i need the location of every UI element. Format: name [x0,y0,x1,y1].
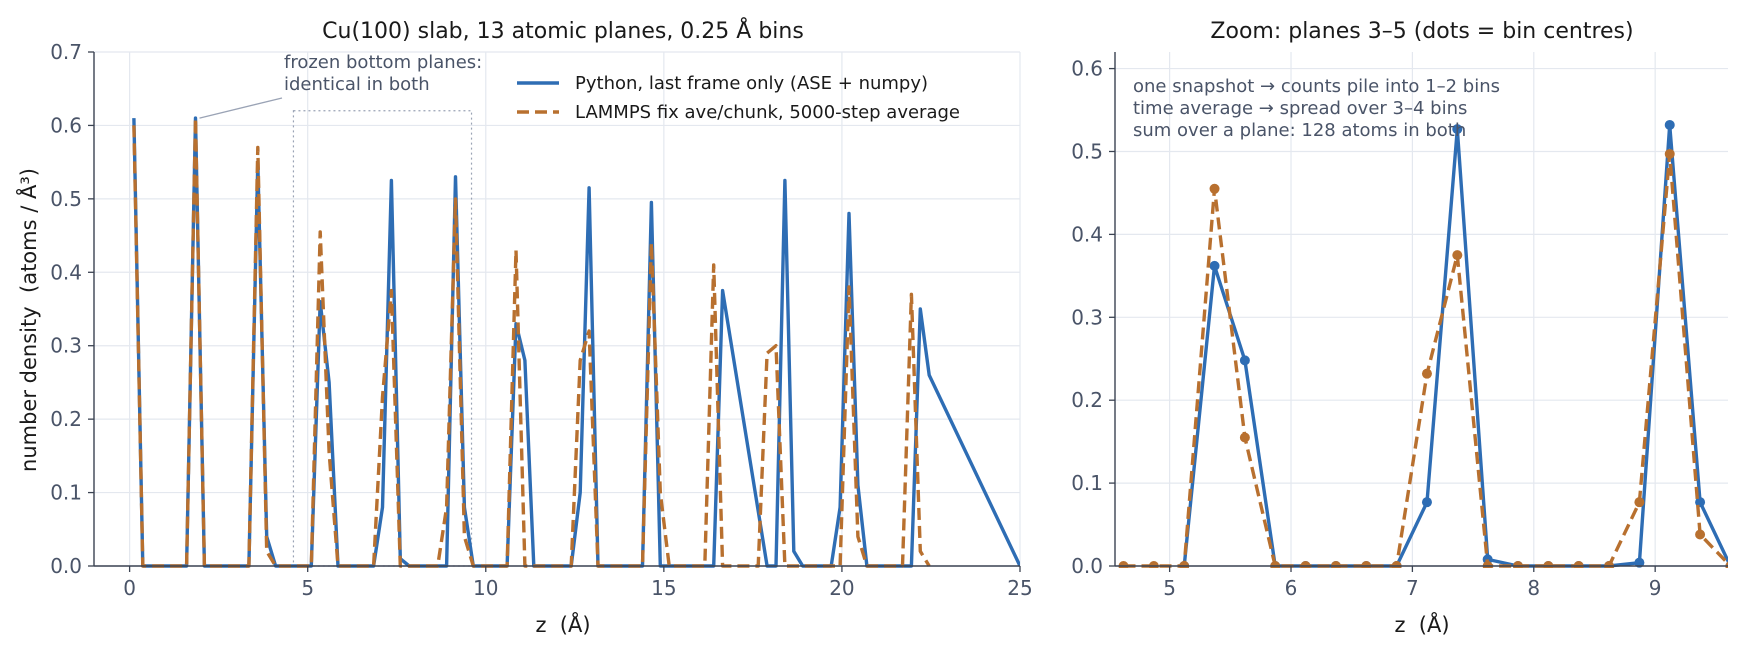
x-tick-label: 10 [473,576,498,600]
y-tick-label: 0.1 [50,481,82,505]
x-tick-labels: 0 5 10 15 20 25 [123,576,1032,600]
axes [1109,52,1728,572]
x-tick-label: 0 [123,576,136,600]
x-tick-label: 25 [1007,576,1032,600]
y-tick-label: 0.3 [1071,305,1103,329]
axes [88,51,1021,572]
y-tick-label: 0.1 [1071,471,1103,495]
chart-title: Cu(100) slab, 13 atomic planes, 0.25 Å b… [322,17,804,44]
x-tick-label: 6 [1285,576,1298,600]
x-axis-label: z (Å) [535,611,590,637]
lammps-data-point [1695,529,1706,540]
y-tick-label: 0.5 [50,187,82,211]
lammps-data-point [1209,183,1220,194]
y-tick-label: 0.4 [1071,222,1103,246]
y-tick-labels: 0.0 0.1 0.2 0.3 0.4 0.5 0.6 0.7 [50,40,82,578]
y-tick-label: 0.5 [1071,139,1103,163]
lammps-data-point [1421,368,1432,379]
lammps-data-point [1664,148,1675,159]
x-tick-label: 7 [1406,576,1419,600]
python-data-point [1209,260,1220,271]
annotation-text-line-1: frozen bottom planes: [284,52,482,73]
y-tick-label: 0.6 [1071,57,1103,81]
x-tick-label: 5 [1163,576,1176,600]
frozen-planes-annotation: frozen bottom planes: identical in both [199,52,482,119]
zoom-box-rect [292,110,473,567]
lammps-data-point [1634,497,1645,508]
y-tick-label: 0.2 [50,407,82,431]
python-data-point [1239,355,1250,366]
annotation-text-line-2: identical in both [284,74,430,95]
lammps-data-point [1452,250,1463,261]
grid-lines [1115,52,1728,567]
y-tick-label: 0.2 [1071,388,1103,412]
x-tick-label: 15 [651,576,676,600]
y-tick-label: 0.0 [50,554,82,578]
y-tick-label: 0.6 [50,113,82,137]
chart-title: Zoom: planes 3–5 (dots = bin centres) [1210,19,1633,44]
main-density-chart: Cu(100) slab, 13 atomic planes, 0.25 Å b… [15,17,1033,637]
x-tick-labels: 5 6 7 8 9 [1163,576,1661,600]
zoom-region-box [292,110,473,567]
note-line-3: sum over a plane: 128 atoms in both [1133,120,1466,141]
python-data-point [1421,497,1432,508]
y-tick-label: 0.3 [50,334,82,358]
python-data-point [1664,119,1675,130]
x-tick-label: 9 [1649,576,1662,600]
note-line-1: one snapshot → counts pile into 1–2 bins [1133,76,1500,97]
x-tick-label: 5 [301,576,314,600]
python-data-point [1695,497,1706,508]
y-tick-labels: 0.0 0.1 0.2 0.3 0.4 0.5 0.6 [1071,57,1103,578]
legend-label-python: Python, last frame only (ASE + numpy) [575,73,928,94]
x-axis-label: z (Å) [1394,611,1449,637]
y-tick-label: 0.0 [1071,554,1103,578]
annotation-pointer-line [199,97,283,119]
y-axis-label: number density (atoms / Å³) [15,168,41,472]
y-tick-label: 0.7 [50,40,82,64]
zoom-density-chart: Zoom: planes 3–5 (dots = bin centres) 5 6… [1071,19,1728,637]
x-tick-label: 20 [829,576,854,600]
legend-label-lammps: LAMMPS fix ave/chunk, 5000-step average [575,102,960,123]
python-data-point [1452,124,1463,135]
series-group [1118,119,1728,568]
lammps-data-point [1239,432,1250,443]
explanatory-notes: one snapshot → counts pile into 1–2 bins… [1133,76,1500,141]
python-data-point [1634,557,1645,568]
y-tick-label: 0.4 [50,260,82,284]
x-tick-label: 8 [1527,576,1540,600]
note-line-2: time average → spread over 3–4 bins [1133,98,1467,119]
legend: Python, last frame only (ASE + numpy) LA… [517,73,960,123]
